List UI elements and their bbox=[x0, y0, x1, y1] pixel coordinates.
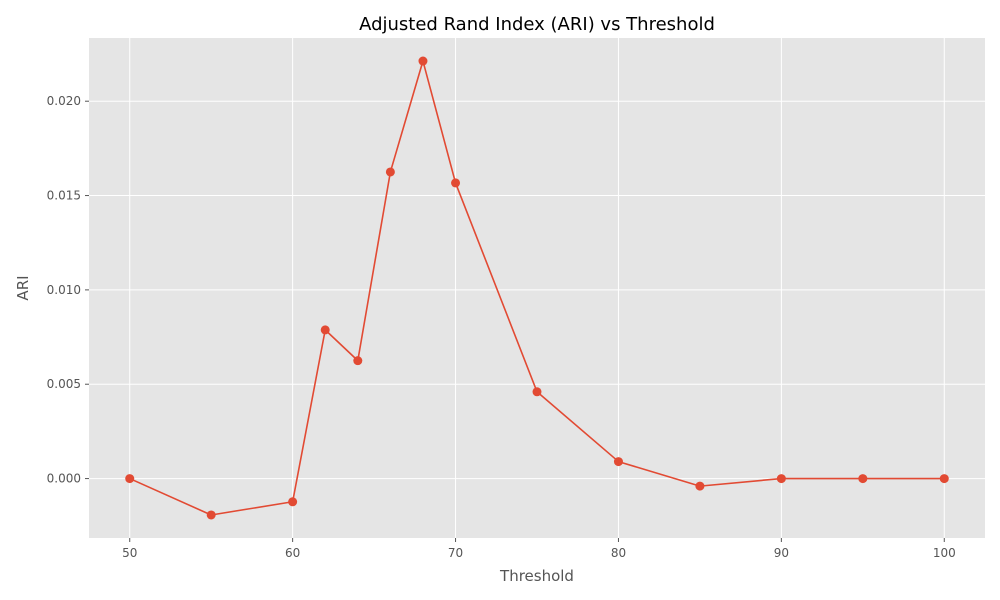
x-axis-label: Threshold bbox=[499, 567, 574, 585]
data-point bbox=[613, 457, 623, 467]
y-tick-label: 0.020 bbox=[47, 94, 81, 108]
x-tick-label: 60 bbox=[285, 546, 300, 560]
x-axis-ticks: 50 60 70 80 90 100 bbox=[122, 538, 956, 560]
data-point bbox=[695, 481, 705, 491]
x-tick-label: 70 bbox=[448, 546, 463, 560]
y-tick-label: 0.000 bbox=[47, 472, 81, 486]
data-point bbox=[418, 56, 428, 66]
data-point bbox=[288, 497, 298, 507]
data-point bbox=[353, 356, 363, 366]
y-tick-label: 0.015 bbox=[47, 189, 81, 203]
data-point bbox=[939, 474, 949, 484]
data-point bbox=[532, 387, 542, 397]
series-line bbox=[129, 60, 945, 516]
x-tick-label: 50 bbox=[122, 546, 137, 560]
x-tick-label: 80 bbox=[611, 546, 626, 560]
data-point bbox=[125, 474, 135, 484]
chart-title: Adjusted Rand Index (ARI) vs Threshold bbox=[359, 14, 715, 35]
data-point bbox=[858, 474, 868, 484]
x-tick-label: 100 bbox=[933, 546, 956, 560]
y-axis-label: ARI bbox=[14, 275, 32, 300]
data-point bbox=[320, 325, 330, 335]
data-point bbox=[776, 474, 786, 484]
y-tick-label: 0.005 bbox=[47, 377, 81, 391]
y-tick-label: 0.010 bbox=[47, 283, 81, 297]
plot-area bbox=[89, 38, 985, 538]
series-layer bbox=[125, 56, 949, 520]
y-axis-ticks: 0.000 0.005 0.010 0.015 0.020 bbox=[47, 94, 89, 486]
x-tick-label: 90 bbox=[774, 546, 789, 560]
data-point bbox=[385, 167, 395, 177]
data-point bbox=[206, 510, 216, 520]
data-point bbox=[451, 178, 461, 188]
